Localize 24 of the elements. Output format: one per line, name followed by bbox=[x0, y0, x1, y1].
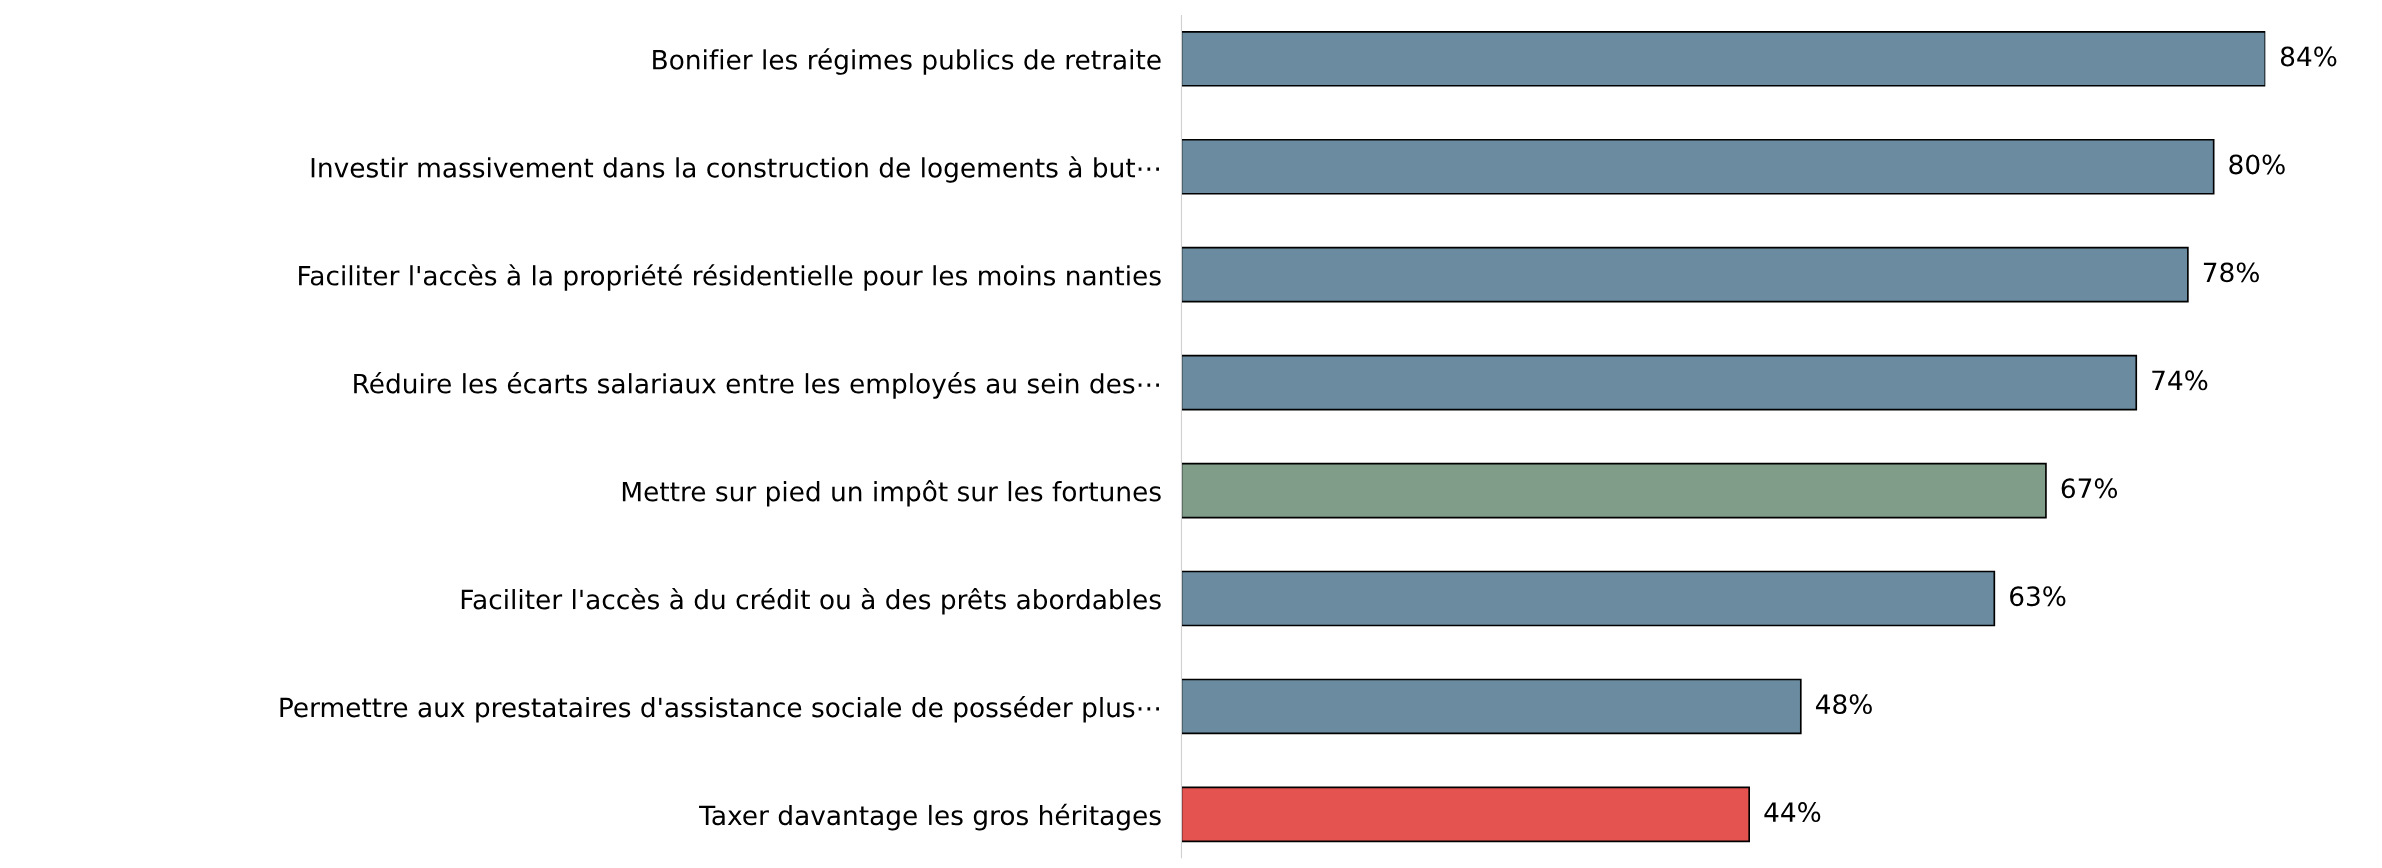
data-label: 63% bbox=[2010, 586, 2066, 607]
bar bbox=[1181, 786, 1751, 843]
data-label: 67% bbox=[2061, 478, 2118, 499]
bar bbox=[1181, 354, 2138, 411]
data-label: 80% bbox=[2229, 154, 2285, 175]
bar bbox=[1181, 30, 2266, 87]
data-label: 74% bbox=[2152, 370, 2208, 391]
y-tick-label: Mettre sur pied un impôt sur les fortunes bbox=[622, 480, 1161, 507]
y-tick-label: Permettre aux prestataires d'assistance sociale de posséder plus⋯ bbox=[280, 695, 1159, 723]
bar bbox=[1181, 678, 1802, 735]
data-label: 44% bbox=[1764, 802, 1821, 823]
bar bbox=[1181, 138, 2215, 195]
y-tick-label: Faciliter l'accès à du crédit ou à des prêts abordables bbox=[461, 587, 1161, 615]
y-tick-label: Faciliter l'accès à la propriété résidentielle pour les moins nanties bbox=[299, 264, 1161, 291]
bar bbox=[1181, 462, 2047, 519]
y-tick-label: Investir massivement dans la construction de logements à but⋯ bbox=[311, 156, 1159, 183]
y-tick-label: Taxer davantage les gros héritages bbox=[699, 803, 1161, 831]
data-label: 48% bbox=[1815, 694, 1872, 715]
y-tick-label: Réduire les écarts salariaux entre les employés au sein des⋯ bbox=[354, 372, 1159, 399]
bar bbox=[1181, 570, 1996, 627]
y-tick-label: Bonifier les régimes publics de retraite bbox=[653, 48, 1161, 75]
bar bbox=[1181, 246, 2189, 303]
data-label: 84% bbox=[2280, 46, 2337, 67]
data-label: 78% bbox=[2203, 262, 2259, 283]
